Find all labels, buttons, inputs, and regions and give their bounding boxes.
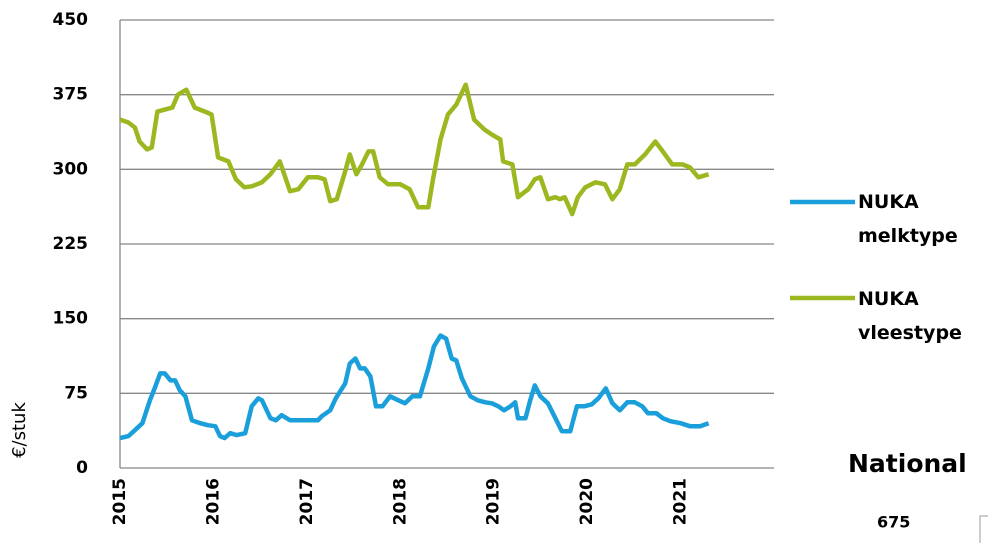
y-tick-label: 450 [53,10,89,30]
y-tick-label: 0 [76,458,88,478]
x-tick-label: 2021 [671,478,691,525]
x-tick-label: 2015 [110,478,130,525]
y-tick-label: 225 [53,234,89,254]
legend-label: NUKA vleestype [858,288,962,344]
box-corner [979,515,988,543]
y-tick-label: 300 [53,159,89,179]
y-tick-label: 375 [53,85,89,105]
y-tick-label: 150 [53,309,89,329]
series-line [119,82,710,217]
annotation: National [848,449,967,478]
series-line [119,333,710,441]
y-axis-label: €/stuk [9,402,30,458]
legend-label: NUKA melktype [858,191,958,247]
annotation: 675 [877,513,910,532]
y-tick-label: 75 [64,383,88,403]
x-tick-label: 2016 [203,478,223,525]
x-tick-label: 2017 [297,478,317,525]
x-tick-label: 2018 [390,478,410,525]
x-tick-label: 2019 [484,478,504,525]
x-tick-label: 2020 [577,478,597,525]
